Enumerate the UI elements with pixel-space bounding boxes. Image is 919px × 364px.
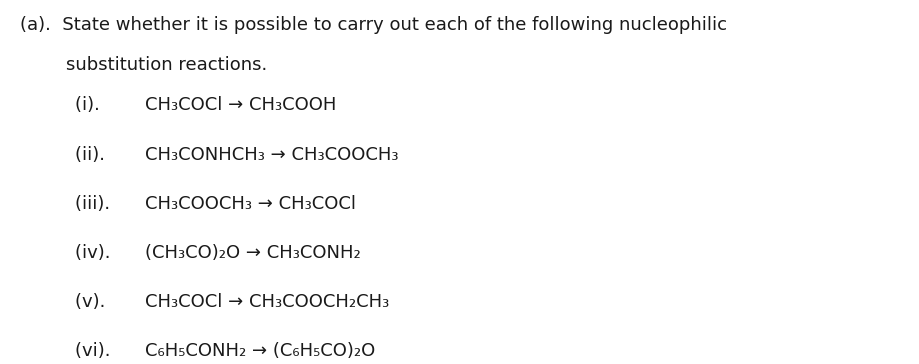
Text: substitution reactions.: substitution reactions.	[20, 56, 267, 74]
Text: (CH₃CO)₂O → CH₃CONH₂: (CH₃CO)₂O → CH₃CONH₂	[145, 244, 361, 262]
Text: (iii).: (iii).	[75, 195, 116, 213]
Text: (vi).: (vi).	[75, 342, 117, 360]
Text: CH₃COCl → CH₃COOCH₂CH₃: CH₃COCl → CH₃COOCH₂CH₃	[145, 293, 390, 311]
Text: CH₃COCl → CH₃COOH: CH₃COCl → CH₃COOH	[145, 96, 336, 114]
Text: (i).: (i).	[75, 96, 118, 114]
Text: (v).: (v).	[75, 293, 118, 311]
Text: C₆H₅CONH₂ → (C₆H₅CO)₂O: C₆H₅CONH₂ → (C₆H₅CO)₂O	[145, 342, 376, 360]
Text: (iv).: (iv).	[75, 244, 117, 262]
Text: (a).  State whether it is possible to carry out each of the following nucleophil: (a). State whether it is possible to car…	[20, 16, 727, 34]
Text: (ii).: (ii).	[75, 146, 117, 163]
Text: CH₃CONHCH₃ → CH₃COOCH₃: CH₃CONHCH₃ → CH₃COOCH₃	[145, 146, 399, 163]
Text: CH₃COOCH₃ → CH₃COCl: CH₃COOCH₃ → CH₃COCl	[145, 195, 357, 213]
